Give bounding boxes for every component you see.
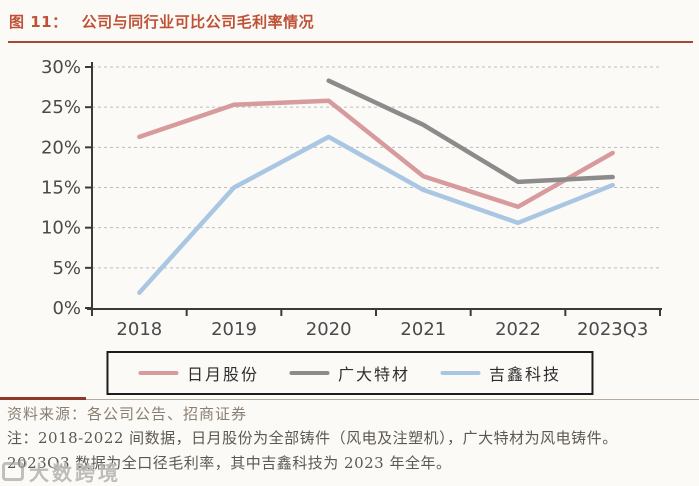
- figure-title: 图 11： 公司与同行业可比公司毛利率情况: [9, 11, 314, 32]
- chart-area: 0% 5% 10% 15% 20% 25% 30% 2018 2019 2020 2021 2022 2…: [0, 44, 699, 384]
- note-text-line2: 2023Q3 数据为全口径毛利率，其中吉鑫科技为 2023 年全年。: [7, 454, 452, 472]
- y-axis-label: 25%: [41, 97, 81, 118]
- series-line: [326, 78, 615, 185]
- legend-line-swatch: [137, 370, 178, 376]
- series-line: [137, 134, 615, 295]
- legend-item: 日月股份: [137, 361, 259, 385]
- legend-label: 广大特材: [337, 365, 411, 384]
- y-axis-label: 20%: [41, 137, 81, 158]
- footer-divider-accent: [0, 397, 86, 400]
- title-divider: [8, 41, 693, 43]
- figure-title-text: 公司与同行业可比公司毛利率情况: [81, 13, 315, 31]
- legend-item: 吉鑫科技: [440, 361, 561, 385]
- margin-line-chart: 0% 5% 10% 15% 20% 25% 30% 2018 2019 2020 2021 2022 2…: [41, 57, 662, 340]
- legend-item: 广大特材: [288, 361, 411, 385]
- note-text-line1: 注：2018-2022 间数据，日月股份为全部铸件（风电及注塑机），广大特材为风…: [7, 429, 618, 447]
- x-axis-label: 2020: [306, 319, 352, 340]
- y-axis-label: 30%: [41, 57, 81, 78]
- legend-label: 日月股份: [186, 365, 259, 384]
- y-axis-label: 0%: [52, 298, 81, 319]
- x-axis-label: 2019: [211, 319, 257, 340]
- x-axis-label: 2023Q3: [577, 319, 648, 340]
- y-axis-label: 5%: [52, 258, 81, 279]
- series-line: [137, 98, 615, 210]
- y-axis-label: 15%: [41, 178, 81, 199]
- legend-label: 吉鑫科技: [489, 365, 562, 384]
- y-axis-label: 10%: [41, 218, 81, 239]
- legend-line-swatch: [288, 370, 329, 376]
- figure-number-label: 图 11：: [9, 13, 68, 31]
- chart-legend: 日月股份 广大特材 吉鑫科技: [105, 351, 594, 395]
- source-text: 资料来源：各公司公告、招商证券: [7, 405, 248, 423]
- x-axis-label: 2021: [400, 319, 446, 340]
- footer-divider: [0, 399, 699, 400]
- legend-line-swatch: [440, 370, 481, 376]
- x-axis-label: 2018: [116, 319, 162, 340]
- x-axis-label: 2022: [495, 319, 541, 340]
